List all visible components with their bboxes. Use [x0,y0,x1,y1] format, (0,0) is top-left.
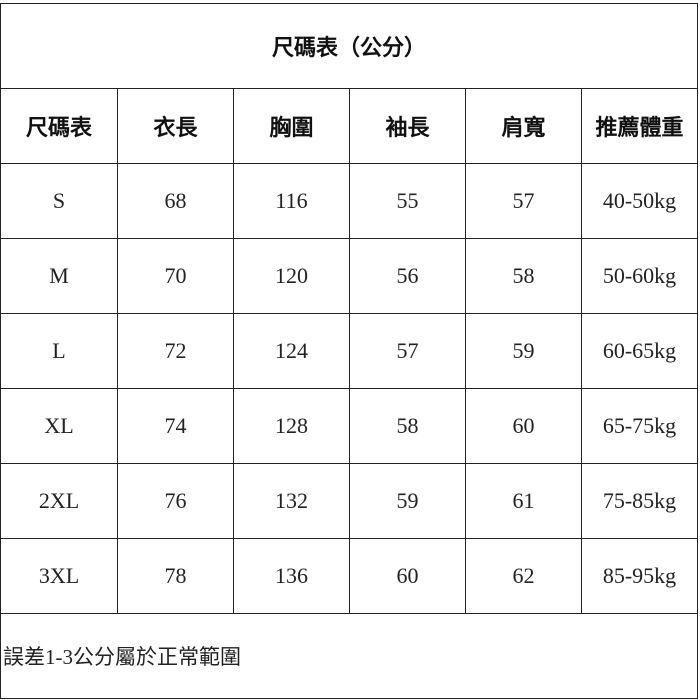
column-header: 肩寬 [465,88,582,164]
table-cell: 65-75kg [580,388,699,464]
table-cell: S [0,163,118,239]
table-cell: 85-95kg [580,538,699,614]
table-cell: 132 [233,463,350,539]
table-cell: XL [0,388,118,464]
table-cell: 59 [465,313,582,389]
table-title: 尺碼表（公分） [0,3,699,89]
table-cell: 124 [233,313,350,389]
table-cell: 78 [117,538,234,614]
table-cell: 58 [465,238,582,314]
table-cell: M [0,238,118,314]
table-cell: 75-85kg [580,463,699,539]
table-cell: 55 [349,163,466,239]
column-header: 袖長 [349,88,466,164]
table-cell: 58 [349,388,466,464]
table-cell: 40-50kg [580,163,699,239]
column-header: 尺碼表 [0,88,118,164]
table-row: 2XL 76 132 59 61 75-85kg [0,463,699,539]
table-cell: 76 [117,463,234,539]
table-cell: 120 [233,238,350,314]
footer-row: 誤差1-3公分屬於正常範圍 [0,613,699,699]
table-cell: 136 [233,538,350,614]
size-chart-table: 尺碼表（公分） 尺碼表 衣長 胸圍 袖長 肩寬 推薦體重 S 68 116 55 57 40-50k… [0,3,699,699]
table-row: XL 74 128 58 60 65-75kg [0,388,699,464]
column-header: 胸圍 [233,88,350,164]
table-cell: 72 [117,313,234,389]
table-cell: 60-65kg [580,313,699,389]
column-header: 推薦體重 [580,88,699,164]
table-cell: 60 [465,388,582,464]
table-row: S 68 116 55 57 40-50kg [0,163,699,239]
table-row: M 70 120 56 58 50-60kg [0,238,699,314]
table-cell: 61 [465,463,582,539]
table-cell: L [0,313,118,389]
column-header: 衣長 [117,88,234,164]
table-cell: 116 [233,163,350,239]
table-cell: 3XL [0,538,118,614]
table-cell: 70 [117,238,234,314]
table-cell: 50-60kg [580,238,699,314]
table-cell: 60 [349,538,466,614]
table-cell: 59 [349,463,466,539]
table-cell: 68 [117,163,234,239]
table-cell: 2XL [0,463,118,539]
table-cell: 56 [349,238,466,314]
table-row: L 72 124 57 59 60-65kg [0,313,699,389]
table-cell: 62 [465,538,582,614]
footer-note: 誤差1-3公分屬於正常範圍 [0,613,699,699]
table-cell: 128 [233,388,350,464]
table-cell: 74 [117,388,234,464]
title-row: 尺碼表（公分） [0,3,699,89]
header-row: 尺碼表 衣長 胸圍 袖長 肩寬 推薦體重 [0,88,699,164]
table-cell: 57 [349,313,466,389]
table-cell: 57 [465,163,582,239]
table-row: 3XL 78 136 60 62 85-95kg [0,538,699,614]
